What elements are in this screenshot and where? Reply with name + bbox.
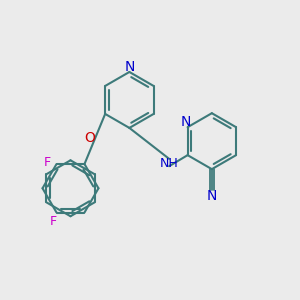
Text: N: N: [181, 115, 191, 129]
Text: O: O: [84, 130, 95, 145]
Text: N: N: [207, 189, 217, 202]
Text: NH: NH: [160, 157, 178, 170]
Text: N: N: [124, 60, 135, 74]
Text: F: F: [44, 156, 51, 169]
Text: F: F: [50, 215, 57, 228]
